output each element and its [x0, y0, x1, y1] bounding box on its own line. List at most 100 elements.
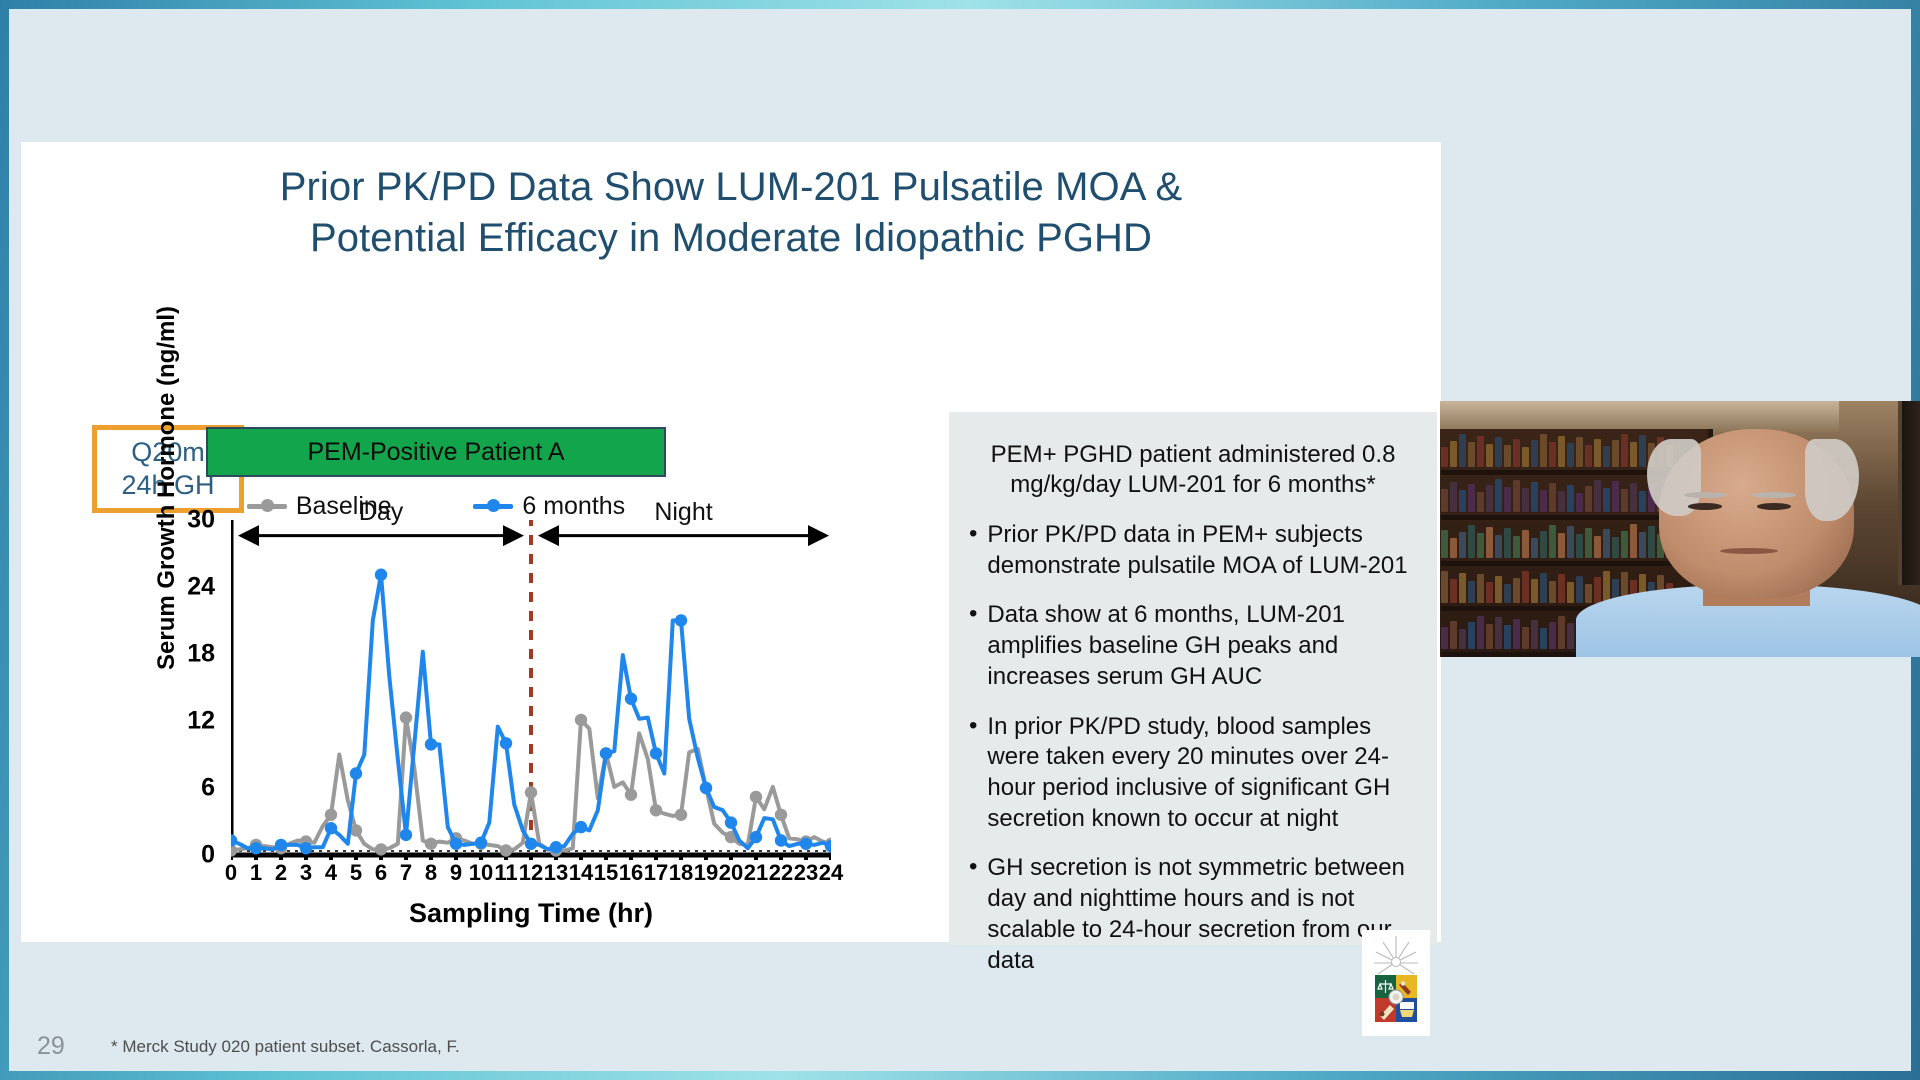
book-spine [1585, 583, 1593, 604]
book-spine [1441, 447, 1449, 467]
book-spine [1513, 577, 1521, 604]
info-bullet-text: Data show at 6 months, LUM-201 amplifies… [987, 601, 1345, 690]
x-axis-tick-label: 12 [518, 860, 544, 885]
x-axis-tick-label: 21 [743, 860, 769, 885]
book-spine [1630, 580, 1638, 604]
book-spine [1630, 441, 1638, 467]
x-axis-title: Sampling Time (hr) [408, 898, 654, 928]
book-spine [1522, 529, 1530, 558]
patient-banner: PEM-Positive Patient A [206, 427, 666, 477]
q20m-line-1: Q20m [131, 437, 205, 468]
book-spine [1504, 583, 1512, 604]
video-background-ceiling [1440, 401, 1840, 432]
x-axis-tick-label: 22 [768, 860, 794, 885]
info-panel-lead: PEM+ PGHD patient administered 0.8 mg/kg… [990, 441, 1396, 499]
series-6-months [231, 568, 831, 855]
info-panel-bullet-list: • Prior PK/PD data in PEM+ subjects demon… [969, 520, 1417, 976]
book-spine [1648, 525, 1656, 558]
chart-annotation-label: Night [654, 497, 713, 526]
book-spine [1621, 433, 1629, 467]
book-spine [1486, 443, 1494, 467]
book-spine [1477, 491, 1485, 513]
book-spine [1459, 434, 1467, 467]
book-spine [1513, 618, 1521, 649]
book-spine [1522, 571, 1530, 604]
book-spine [1594, 479, 1602, 513]
slide-number: 29 [37, 1032, 65, 1060]
y-axis-tick-label: 24 [187, 572, 215, 601]
book-spine [1468, 580, 1476, 604]
book-spine [1612, 578, 1620, 604]
x-axis-tick-label: 14 [568, 860, 594, 885]
book-spine [1585, 486, 1593, 513]
x-axis-tick-label: 9 [449, 860, 463, 885]
book-spine [1549, 524, 1557, 558]
bookshelf-row [1441, 520, 1697, 566]
book-spine [1576, 534, 1584, 558]
x-axis-tick-label: 6 [374, 860, 388, 885]
book-spine [1639, 490, 1647, 513]
x-axis-tick-label: 4 [324, 860, 338, 885]
x-axis-tick-label: 10 [468, 860, 494, 885]
info-panel: PEM+ PGHD patient administered 0.8 mg/kg… [949, 412, 1437, 974]
book-spine [1567, 443, 1575, 467]
book-spine [1477, 533, 1485, 558]
book-spine [1639, 532, 1647, 558]
book-spine [1450, 620, 1458, 649]
book-spine [1630, 482, 1638, 513]
y-axis-tick-label: 30 [187, 505, 215, 534]
book-spine [1630, 524, 1638, 558]
chart-annotation-label: Day [358, 497, 404, 526]
info-bullet-text: In prior PK/PD study, blood samples were… [987, 712, 1391, 832]
book-spine [1441, 571, 1449, 604]
book-spine [1531, 620, 1539, 649]
title-line-2: Potential Efficacy in Moderate Idiopathi… [309, 215, 1153, 260]
book-spine [1549, 483, 1557, 513]
book-spine [1603, 487, 1611, 513]
book-spine [1576, 575, 1584, 604]
book-spine [1594, 577, 1602, 604]
patient-banner-label: PEM-Positive Patient A [307, 437, 565, 466]
y-axis-tick-label: 12 [187, 706, 215, 735]
speaker-eye-right [1756, 503, 1791, 511]
book-spine [1567, 484, 1575, 513]
book-spine [1522, 488, 1530, 513]
video-background-doorframe [1897, 401, 1920, 586]
book-spine [1441, 488, 1449, 513]
book-spine [1558, 574, 1566, 604]
book-spine [1441, 627, 1449, 649]
book-spine [1585, 444, 1593, 467]
speaker-mouth [1720, 548, 1779, 555]
q20m-line-2: 24h GH [121, 470, 215, 500]
bullet-glyph: • [969, 600, 978, 628]
bullet-glyph: • [969, 711, 978, 739]
book-spine [1549, 621, 1557, 649]
book-spine [1540, 628, 1548, 649]
book-spine [1657, 533, 1665, 558]
book-spine [1495, 576, 1503, 604]
book-spine [1504, 445, 1512, 467]
speaker-brow-right [1751, 491, 1796, 498]
book-spine [1603, 529, 1611, 558]
x-axis-tick-label: 7 [399, 860, 413, 885]
book-spine [1603, 570, 1611, 604]
book-spine [1540, 531, 1548, 558]
x-axis-tick-label: 16 [618, 860, 644, 885]
legend-marker-baseline [246, 499, 287, 513]
legend-item-baseline: Baseline [246, 492, 392, 521]
page-title: Prior PK/PD Data Show LUM-201 Pulsatile … [21, 162, 1441, 264]
book-spine [1495, 437, 1503, 467]
book-spine [1450, 537, 1458, 558]
x-axis-tick-label: 2 [274, 860, 288, 885]
x-axis-tick-label: 5 [349, 860, 363, 885]
speaker-video-tile[interactable] [1440, 401, 1920, 657]
book-spine [1486, 485, 1494, 513]
book-spine [1531, 579, 1539, 604]
plot-area [231, 520, 831, 860]
book-spine [1468, 483, 1476, 513]
x-axis-tick-label: 18 [668, 860, 694, 885]
x-axis-tick-label: 17 [643, 860, 669, 885]
x-axis-tick-label: 11 [494, 860, 518, 885]
info-bullet: • In prior PK/PD study, blood samples wer… [969, 712, 1417, 835]
